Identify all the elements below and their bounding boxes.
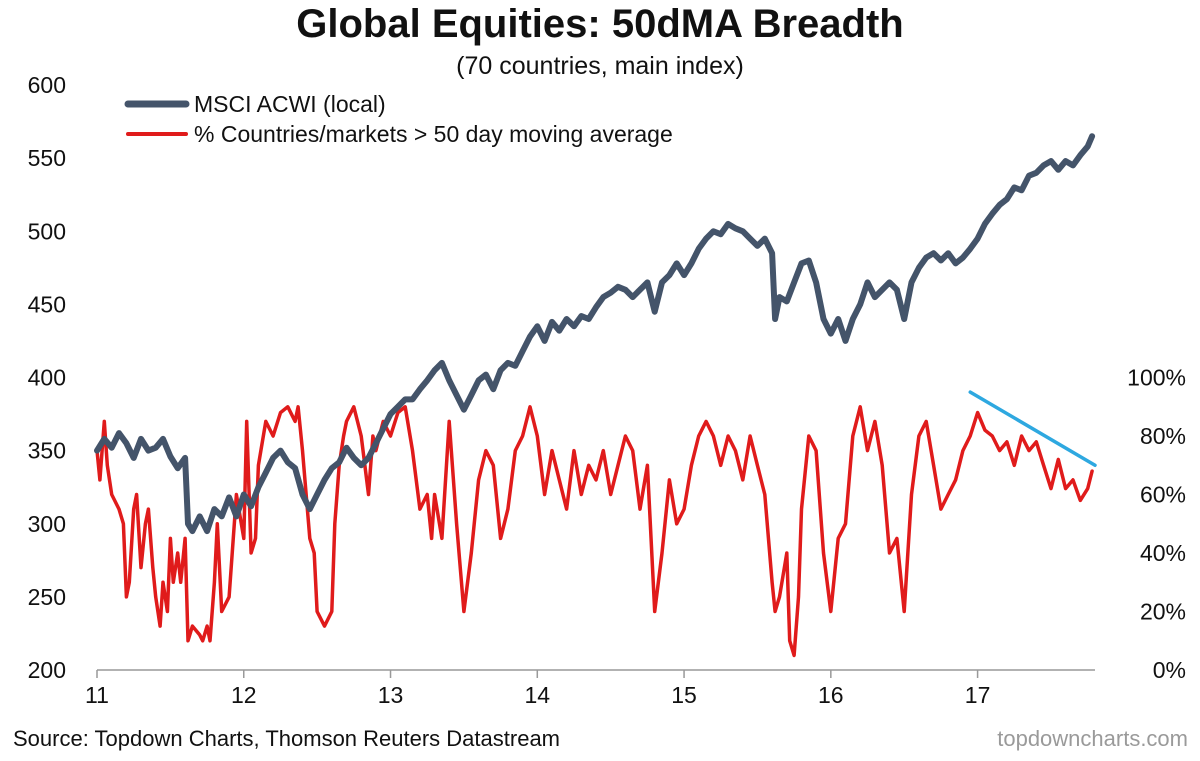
y-left-tick-label: 300	[28, 511, 66, 537]
y-left-tick-label: 450	[28, 291, 66, 317]
x-tick-label: 15	[671, 682, 697, 708]
y-right-tick-label: 40%	[1140, 540, 1186, 566]
y-left-tick-label: 200	[28, 657, 66, 683]
x-tick-label: 13	[378, 682, 404, 708]
x-tick-label: 14	[524, 682, 550, 708]
axes: 11 12 13 14 15 16 17 200 250 300 350 400 450 500 550 60…	[28, 72, 1186, 708]
brand-watermark: topdowncharts.com	[997, 726, 1188, 751]
series-line-breadth	[95, 405, 1094, 658]
legend-label-breadth: % Countries/markets > 50 day moving aver…	[194, 121, 673, 147]
source-note: Source: Topdown Charts, Thomson Reuters …	[13, 726, 561, 751]
legend: MSCI ACWI (local) % Countries/markets > …	[124, 91, 673, 147]
y-left-tick-label: 400	[28, 365, 66, 391]
x-tick-label: 17	[965, 682, 991, 708]
legend-label-msci: MSCI ACWI (local)	[194, 91, 386, 117]
y-left-tick-label: 500	[28, 218, 66, 244]
y-right-tick-label: 60%	[1140, 482, 1186, 508]
chart-subtitle: (70 countries, main index)	[456, 52, 744, 80]
y-left-tick-label: 600	[28, 72, 66, 98]
chart-title: Global Equities: 50dMA Breadth	[296, 2, 904, 46]
series-layer	[94, 133, 1097, 658]
y-right-tick-label: 0%	[1153, 657, 1186, 683]
x-tick-label: 11	[85, 682, 109, 708]
x-tick-label: 16	[818, 682, 844, 708]
y-left-tick-label: 250	[28, 584, 66, 610]
y-right-tick-label: 100%	[1127, 365, 1186, 391]
y-left-tick-label: 350	[28, 438, 66, 464]
trendline	[968, 390, 1097, 467]
y-right-tick-label: 80%	[1140, 423, 1186, 449]
y-right-tick-label: 20%	[1140, 599, 1186, 625]
y-left-tick-label: 550	[28, 145, 66, 171]
x-tick-label: 12	[231, 682, 257, 708]
series-line-msci-acwi	[94, 133, 1096, 535]
